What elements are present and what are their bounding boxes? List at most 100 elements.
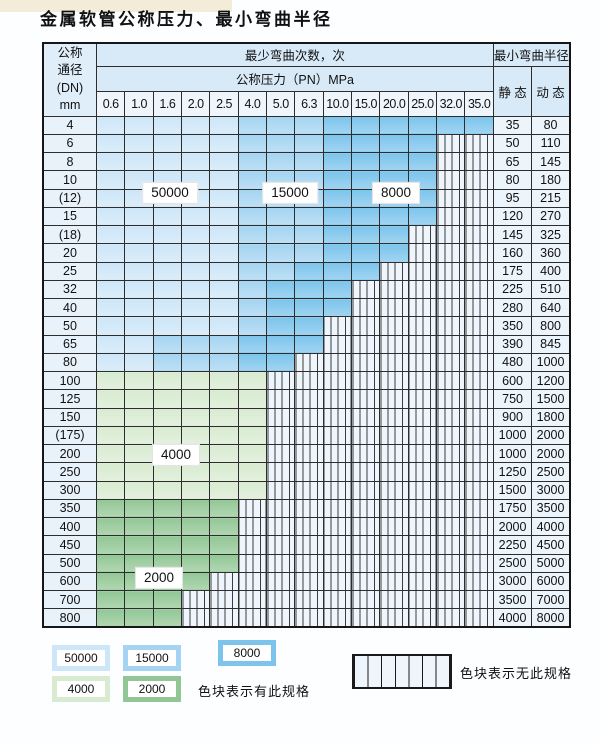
dynamic-cell: 1200	[531, 370, 571, 391]
no-spec-cell	[379, 370, 409, 391]
spec-cell	[322, 151, 353, 172]
dynamic-cell: 4500	[531, 535, 571, 555]
table-row: 20 160 360	[42, 243, 571, 263]
spec-cell	[351, 151, 381, 172]
no-spec-cell	[407, 243, 438, 263]
spec-cell	[379, 151, 409, 172]
spec-cell	[95, 170, 126, 190]
spec-cell	[124, 608, 154, 628]
static-cell: 120	[492, 206, 533, 227]
no-spec-cell	[464, 370, 494, 391]
no-spec-cell	[294, 443, 324, 464]
no-spec-cell	[351, 608, 381, 628]
no-spec-cell	[464, 151, 494, 172]
static-cell: 900	[492, 407, 533, 427]
spec-cell	[209, 516, 239, 537]
spec-cell	[124, 115, 154, 135]
table-row: (175) 1000 2000	[42, 425, 571, 446]
no-spec-cell	[322, 370, 353, 391]
table-row: (12) 95 215	[42, 188, 571, 208]
dn-cell: (12)	[42, 188, 97, 208]
no-spec-cell	[379, 462, 409, 482]
dn-cell: 80	[42, 352, 97, 373]
static-cell: 175	[492, 261, 533, 281]
no-spec-cell	[294, 498, 324, 519]
dynamic-cell: 270	[531, 206, 571, 227]
no-spec-cell	[407, 516, 438, 537]
dn-header-line: (DN)	[56, 80, 84, 95]
spec-cell	[209, 535, 239, 555]
spec-cell	[237, 389, 268, 409]
spec-cell	[181, 352, 211, 373]
dn-cell: 500	[42, 553, 97, 573]
no-spec-cell	[436, 279, 466, 300]
spec-cell	[237, 370, 268, 391]
spec-cell	[95, 425, 126, 446]
spec-cell	[322, 224, 353, 245]
table-row: 65 390 845	[42, 334, 571, 354]
spec-cell	[152, 352, 183, 373]
spec-cell	[237, 115, 268, 135]
spec-cell	[95, 553, 126, 573]
spec-cell	[95, 334, 126, 354]
no-spec-cell	[436, 462, 466, 482]
no-spec-cell	[351, 334, 381, 354]
no-spec-cell	[351, 535, 381, 555]
spec-cell	[124, 151, 154, 172]
dynamic-cell: 145	[531, 151, 571, 172]
spec-cell	[266, 224, 296, 245]
spec-cell	[181, 170, 211, 190]
no-spec-cell	[266, 498, 296, 519]
static-cell: 95	[492, 188, 533, 208]
no-spec-cell	[294, 608, 324, 628]
zone-label: 4000	[151, 443, 201, 467]
spec-cell	[181, 206, 211, 227]
dn-cell: 400	[42, 516, 97, 537]
no-spec-cell	[266, 589, 296, 610]
spec-cell	[237, 480, 268, 500]
static-cell: 390	[492, 334, 533, 354]
no-spec-cell	[351, 443, 381, 464]
no-spec-cell	[351, 316, 381, 336]
spec-cell	[209, 425, 239, 446]
spec-cell	[95, 297, 126, 318]
dynamic-header: 动 态	[531, 65, 571, 117]
spec-cell	[209, 115, 239, 135]
zone-label: 50000	[142, 181, 198, 205]
spec-cell	[152, 206, 183, 227]
no-spec-cell	[407, 352, 438, 373]
spec-cell	[294, 316, 324, 336]
no-spec-cell	[266, 407, 296, 427]
no-spec-cell	[464, 443, 494, 464]
no-spec-cell	[322, 462, 353, 482]
no-spec-cell	[322, 498, 353, 519]
legend-swatch-8000: 8000	[218, 640, 276, 666]
spec-cell	[181, 151, 211, 172]
no-spec-cell	[379, 443, 409, 464]
no-spec-cell	[464, 480, 494, 500]
no-spec-cell	[464, 261, 494, 281]
spec-cell	[181, 316, 211, 336]
pressure-value-header: 6.3	[294, 90, 324, 117]
no-spec-cell	[322, 334, 353, 354]
spec-cell	[95, 279, 126, 300]
spec-cell	[209, 243, 239, 263]
table-row: 200 1000 2000	[42, 443, 571, 464]
static-cell: 65	[492, 151, 533, 172]
no-spec-cell	[266, 389, 296, 409]
spec-cell	[95, 370, 126, 391]
spec-cell	[95, 316, 126, 336]
no-spec-cell	[379, 535, 409, 555]
table-row: 40 280 640	[42, 297, 571, 318]
spec-cell	[237, 425, 268, 446]
dn-header-line: 公称	[57, 45, 83, 60]
no-spec-cell	[237, 571, 268, 592]
no-spec-cell	[407, 370, 438, 391]
no-spec-cell	[181, 589, 211, 610]
spec-cell	[322, 170, 353, 190]
static-cell: 3000	[492, 571, 533, 592]
spec-cell	[124, 535, 154, 555]
no-spec-cell	[181, 608, 211, 628]
table-row: 100 600 1200	[42, 370, 571, 391]
dn-cell: 4	[42, 115, 97, 135]
